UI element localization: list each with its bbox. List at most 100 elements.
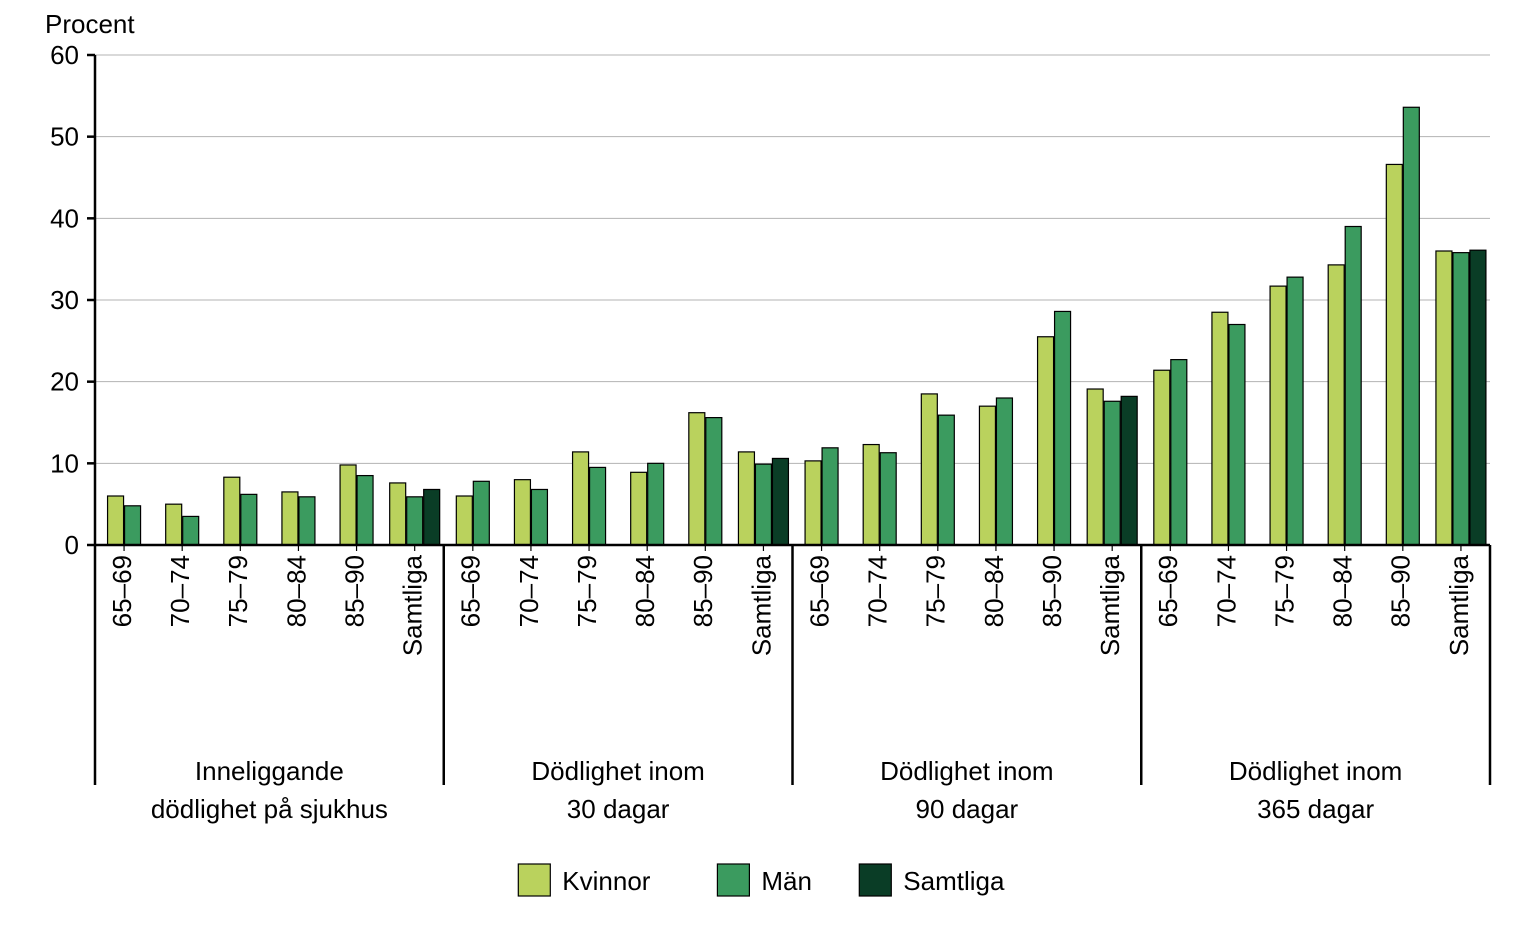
age-label: 75–79 bbox=[223, 555, 253, 627]
y-tick-label: 0 bbox=[65, 530, 79, 560]
bar-kvinnor bbox=[1386, 164, 1402, 545]
bar-kvinnor bbox=[1038, 337, 1054, 545]
bar-kvinnor bbox=[1436, 251, 1452, 545]
bar-män bbox=[880, 453, 896, 545]
age-label: 80–84 bbox=[281, 555, 311, 627]
bar-samtliga bbox=[772, 458, 788, 545]
bar-kvinnor bbox=[1270, 286, 1286, 545]
bar-män bbox=[125, 506, 141, 545]
legend-label: Kvinnor bbox=[562, 866, 650, 896]
legend-swatch bbox=[518, 864, 550, 896]
bar-kvinnor bbox=[738, 452, 754, 545]
age-label: Samtliga bbox=[398, 554, 428, 656]
bar-män bbox=[473, 481, 489, 545]
bar-män bbox=[938, 415, 954, 545]
bar-kvinnor bbox=[282, 492, 298, 545]
group-label: dödlighet på sjukhus bbox=[151, 794, 388, 824]
age-label: 70–74 bbox=[514, 555, 544, 627]
age-label: 65–69 bbox=[456, 555, 486, 627]
age-label: 65–69 bbox=[804, 555, 834, 627]
group-label: Dödlighet inom bbox=[880, 756, 1053, 786]
bar-kvinnor bbox=[805, 461, 821, 545]
age-label: 70–74 bbox=[863, 555, 893, 627]
bar-samtliga bbox=[424, 489, 440, 545]
y-axis-title: Procent bbox=[45, 9, 135, 39]
bar-män bbox=[1055, 311, 1071, 545]
age-label: 65–69 bbox=[1153, 555, 1183, 627]
bar-män bbox=[1453, 253, 1469, 545]
age-label: 80–84 bbox=[1328, 555, 1358, 627]
y-tick-label: 20 bbox=[50, 367, 79, 397]
age-label: Samtliga bbox=[1444, 554, 1474, 656]
bar-män bbox=[590, 467, 606, 545]
bar-kvinnor bbox=[1328, 265, 1344, 545]
bar-män bbox=[706, 418, 722, 545]
age-label: Samtliga bbox=[746, 554, 776, 656]
bar-kvinnor bbox=[689, 413, 705, 545]
y-tick-label: 30 bbox=[50, 285, 79, 315]
bar-kvinnor bbox=[921, 394, 937, 545]
age-label: 75–79 bbox=[1269, 555, 1299, 627]
bar-kvinnor bbox=[863, 445, 879, 545]
bar-kvinnor bbox=[1087, 389, 1103, 545]
bar-män bbox=[1229, 325, 1245, 546]
group-label: 365 dagar bbox=[1257, 794, 1374, 824]
bar-kvinnor bbox=[631, 472, 647, 545]
age-label: 85–90 bbox=[688, 555, 718, 627]
bar-kvinnor bbox=[166, 504, 182, 545]
bar-män bbox=[1403, 107, 1419, 545]
bar-kvinnor bbox=[340, 465, 356, 545]
bar-kvinnor bbox=[108, 496, 124, 545]
age-label: 75–79 bbox=[572, 555, 602, 627]
group-label: 90 dagar bbox=[916, 794, 1019, 824]
age-label: 70–74 bbox=[1211, 555, 1241, 627]
bar-män bbox=[822, 448, 838, 545]
group-label: Dödlighet inom bbox=[1229, 756, 1402, 786]
y-tick-label: 60 bbox=[50, 40, 79, 70]
bar-män bbox=[755, 464, 771, 545]
y-tick-label: 10 bbox=[50, 448, 79, 478]
age-label: 70–74 bbox=[165, 555, 195, 627]
age-label: 80–84 bbox=[979, 555, 1009, 627]
bar-män bbox=[241, 494, 257, 545]
bar-kvinnor bbox=[1212, 312, 1228, 545]
legend-swatch bbox=[717, 864, 749, 896]
bar-män bbox=[1171, 360, 1187, 545]
group-label: 30 dagar bbox=[567, 794, 670, 824]
bar-män bbox=[1104, 401, 1120, 545]
y-tick-label: 50 bbox=[50, 122, 79, 152]
age-label: 80–84 bbox=[630, 555, 660, 627]
age-label: 85–90 bbox=[339, 555, 369, 627]
bar-kvinnor bbox=[224, 477, 240, 545]
bar-samtliga bbox=[1121, 396, 1137, 545]
bar-män bbox=[531, 489, 547, 545]
group-label: Dödlighet inom bbox=[531, 756, 704, 786]
bar-män bbox=[648, 463, 664, 545]
bar-män bbox=[996, 398, 1012, 545]
bar-män bbox=[299, 497, 315, 545]
bar-män bbox=[1287, 277, 1303, 545]
age-label: 65–69 bbox=[107, 555, 137, 627]
bar-samtliga bbox=[1470, 250, 1486, 545]
bar-män bbox=[357, 476, 373, 545]
bar-män bbox=[407, 497, 423, 545]
bar-kvinnor bbox=[456, 496, 472, 545]
legend-swatch bbox=[859, 864, 891, 896]
bar-chart-svg: Procent 0 10 20 30 40 50 60 65–69 70–74 75–79 80–84… bbox=[0, 0, 1536, 947]
age-label: 85–90 bbox=[1037, 555, 1067, 627]
bar-kvinnor bbox=[1154, 370, 1170, 545]
legend-label: Män bbox=[761, 866, 812, 896]
bar-kvinnor bbox=[573, 452, 589, 545]
legend-label: Samtliga bbox=[903, 866, 1005, 896]
bar-kvinnor bbox=[514, 480, 530, 545]
age-label: Samtliga bbox=[1095, 554, 1125, 656]
bar-män bbox=[183, 516, 199, 545]
bar-kvinnor bbox=[390, 483, 406, 545]
chart-container: Procent 0 10 20 30 40 50 60 65–69 70–74 75–79 80–84… bbox=[0, 0, 1536, 947]
age-label: 85–90 bbox=[1386, 555, 1416, 627]
bar-män bbox=[1345, 227, 1361, 546]
bar-kvinnor bbox=[979, 406, 995, 545]
y-tick-label: 40 bbox=[50, 203, 79, 233]
age-label: 75–79 bbox=[921, 555, 951, 627]
group-label: Inneliggande bbox=[195, 756, 344, 786]
